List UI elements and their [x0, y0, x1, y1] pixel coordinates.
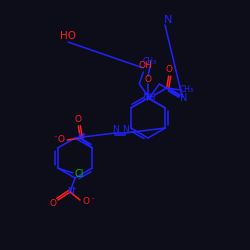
- Text: N: N: [112, 124, 118, 134]
- Text: N: N: [180, 93, 187, 103]
- Text: O: O: [165, 66, 172, 74]
- Text: ⁻: ⁻: [54, 135, 57, 141]
- Text: N: N: [146, 93, 153, 103]
- Text: HO: HO: [60, 31, 76, 41]
- Text: O: O: [75, 116, 82, 124]
- Text: NH: NH: [142, 92, 156, 102]
- Text: CH₃: CH₃: [180, 86, 194, 94]
- Text: N: N: [66, 188, 73, 196]
- Text: ⁻: ⁻: [90, 197, 94, 203]
- Text: O: O: [58, 136, 65, 144]
- Text: +: +: [82, 132, 87, 138]
- Text: N: N: [122, 124, 128, 134]
- Text: Cl: Cl: [75, 169, 85, 179]
- Text: O: O: [144, 74, 152, 84]
- Text: O: O: [50, 200, 56, 208]
- Text: OH: OH: [138, 62, 152, 70]
- Text: +: +: [72, 186, 76, 192]
- Text: N: N: [77, 134, 84, 142]
- Text: CH₃: CH₃: [143, 56, 157, 66]
- Text: O: O: [82, 198, 89, 206]
- Text: N: N: [164, 15, 172, 25]
